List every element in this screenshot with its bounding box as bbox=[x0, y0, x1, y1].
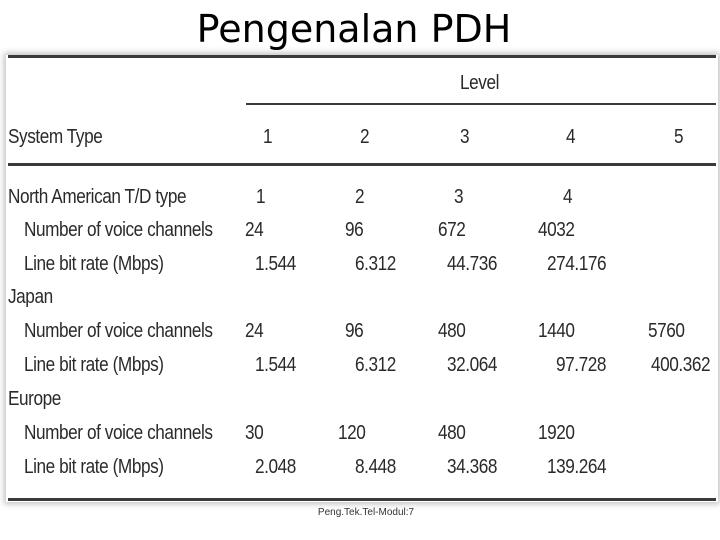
level-col-5: 5 bbox=[674, 126, 684, 148]
jp-channels-5: 5760 bbox=[648, 320, 685, 342]
jp-rate-5: 400.362 bbox=[651, 354, 711, 376]
slide-title-text: Pengenalan PDH bbox=[196, 7, 512, 51]
rule-level bbox=[246, 103, 716, 105]
eu-channels-3: 480 bbox=[438, 422, 466, 444]
north-american-label: North American T/D type bbox=[8, 186, 187, 208]
slide-footer: Peng.Tek.Tel-Modul:7 bbox=[0, 507, 720, 518]
jp-rate-1: 1.544 bbox=[255, 354, 296, 376]
jp-channels-1: 24 bbox=[245, 320, 264, 342]
jp-rate-3: 32.064 bbox=[447, 354, 498, 376]
na-rate-4: 274.176 bbox=[547, 253, 607, 275]
jp-channels-4: 1440 bbox=[538, 320, 575, 342]
jp-rate-label: Line bit rate (Mbps) bbox=[24, 354, 164, 376]
eu-rate-1: 2.048 bbox=[255, 456, 296, 478]
na-level-2: 2 bbox=[355, 186, 365, 208]
japan-label: Japan bbox=[8, 286, 53, 308]
rule-bottom bbox=[8, 498, 716, 501]
jp-rate-4: 97.728 bbox=[556, 354, 607, 376]
level-col-4: 4 bbox=[566, 126, 576, 148]
na-channels-label: Number of voice channels bbox=[24, 219, 213, 241]
na-level-4: 4 bbox=[563, 186, 573, 208]
jp-channels-2: 96 bbox=[345, 320, 364, 342]
na-rate-label: Line bit rate (Mbps) bbox=[24, 253, 164, 275]
na-rate-3: 44.736 bbox=[447, 253, 498, 275]
level-col-1: 1 bbox=[263, 126, 273, 148]
na-rate-1: 1.544 bbox=[255, 253, 296, 275]
eu-rate-3: 34.368 bbox=[447, 456, 498, 478]
rule-top bbox=[8, 55, 716, 58]
na-channels-2: 96 bbox=[345, 219, 364, 241]
pdh-hierarchy-table: Level System Type 1 2 3 4 5 North Americ… bbox=[6, 55, 718, 502]
na-level-3: 3 bbox=[454, 186, 464, 208]
jp-channels-label: Number of voice channels bbox=[24, 320, 213, 342]
eu-rate-label: Line bit rate (Mbps) bbox=[24, 456, 164, 478]
level-col-3: 3 bbox=[460, 126, 470, 148]
eu-channels-2: 120 bbox=[338, 422, 366, 444]
eu-channels-1: 30 bbox=[245, 422, 264, 444]
system-type-header: System Type bbox=[8, 126, 103, 148]
jp-channels-3: 480 bbox=[438, 320, 466, 342]
eu-channels-label: Number of voice channels bbox=[24, 422, 213, 444]
europe-label: Europe bbox=[8, 388, 61, 410]
eu-rate-2: 8.448 bbox=[355, 456, 396, 478]
na-channels-3: 672 bbox=[438, 219, 466, 241]
level-col-2: 2 bbox=[360, 126, 370, 148]
na-level-1: 1 bbox=[256, 186, 266, 208]
na-rate-2: 6.312 bbox=[355, 253, 396, 275]
na-channels-1: 24 bbox=[245, 219, 264, 241]
slide-title: Pengenalan PDH bbox=[0, 6, 720, 52]
eu-channels-4: 1920 bbox=[538, 422, 575, 444]
eu-rate-4: 139.264 bbox=[547, 456, 607, 478]
footer-text: Peng.Tek.Tel-Modul:7 bbox=[317, 507, 415, 518]
na-channels-4: 4032 bbox=[538, 219, 575, 241]
level-header: Level bbox=[460, 72, 499, 94]
rule-header-bottom bbox=[8, 163, 716, 166]
jp-rate-2: 6.312 bbox=[355, 354, 396, 376]
